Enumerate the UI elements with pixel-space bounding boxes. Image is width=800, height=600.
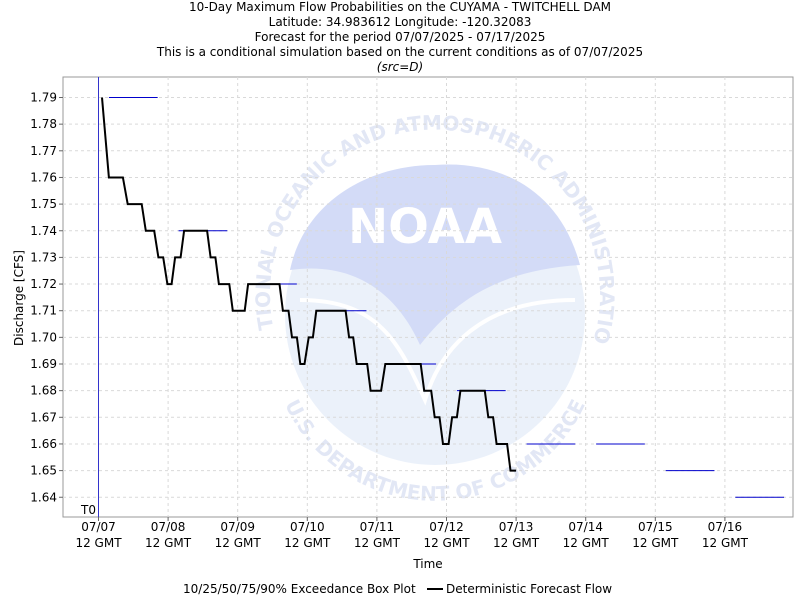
- x-tick-time-label: 12 GMT: [145, 536, 192, 550]
- y-axis: 1.64 1.65 1.66 1.67 1.68 1.69 1.70 1.71 1.72 1.73…: [30, 91, 63, 504]
- x-tick-date-label: 07/12: [429, 520, 464, 534]
- chart-subtitle-location: Latitude: 34.983612 Longitude: -120.3208…: [268, 15, 532, 29]
- t0-label: T0: [80, 503, 96, 517]
- chart-subtitle-period: Forecast for the period 07/07/2025 - 07/…: [254, 30, 546, 44]
- grid-lines: [63, 77, 793, 517]
- x-tick-time-label: 12 GMT: [423, 536, 470, 550]
- y-axis-title: Discharge [CFS]: [12, 250, 26, 346]
- x-axis-title: Time: [412, 557, 442, 571]
- y-tick-label: 1.66: [30, 437, 57, 451]
- forecast-flow-line: [101, 97, 517, 472]
- y-tick-label: 1.79: [30, 91, 57, 105]
- x-tick-time-label: 12 GMT: [284, 536, 331, 550]
- y-tick-label: 1.69: [30, 357, 57, 371]
- y-tick-label: 1.76: [30, 170, 57, 184]
- x-tick-time-label: 12 GMT: [632, 536, 679, 550]
- x-tick-time-label: 12 GMT: [215, 536, 262, 550]
- y-tick-label: 1.77: [30, 144, 57, 158]
- x-tick-date-label: 07/13: [499, 520, 534, 534]
- chart-subtitle-source: (src=D): [376, 60, 424, 74]
- x-tick-date-label: 07/15: [638, 520, 673, 534]
- x-tick-time-label: 12 GMT: [354, 536, 401, 550]
- y-tick-label: 1.73: [30, 250, 57, 264]
- x-tick-date-label: 07/09: [220, 520, 255, 534]
- x-tick-date-label: 07/10: [290, 520, 325, 534]
- x-tick-time-label: 12 GMT: [563, 536, 610, 550]
- chart-title-block: 10-Day Maximum Flow Probabilities on the…: [0, 0, 800, 75]
- x-tick-date-label: 07/08: [151, 520, 186, 534]
- legend-forecast-label: Deterministic Forecast Flow: [446, 582, 612, 596]
- y-tick-label: 1.70: [30, 330, 57, 344]
- chart-subtitle-conditions: This is a conditional simulation based o…: [156, 45, 644, 59]
- legend: 10/25/50/75/90% Exceedance Box Plot Dete…: [183, 582, 612, 596]
- y-tick-label: 1.78: [30, 117, 57, 131]
- chart-title: 10-Day Maximum Flow Probabilities on the…: [188, 0, 612, 14]
- y-tick-label: 1.72: [30, 277, 57, 291]
- x-tick-time-label: 12 GMT: [702, 536, 749, 550]
- y-tick-label: 1.75: [30, 197, 57, 211]
- legend-box-plot-label: 10/25/50/75/90% Exceedance Box Plot: [183, 582, 416, 596]
- x-tick-time-label: 12 GMT: [75, 536, 122, 550]
- y-tick-label: 1.64: [30, 490, 57, 504]
- x-tick-date-label: 07/07: [81, 520, 116, 534]
- x-tick-date-label: 07/11: [360, 520, 395, 534]
- x-tick-date-label: 07/16: [708, 520, 743, 534]
- x-tick-time-label: 12 GMT: [493, 536, 540, 550]
- y-tick-label: 1.74: [30, 224, 57, 238]
- y-tick-label: 1.71: [30, 304, 57, 318]
- y-tick-label: 1.68: [30, 384, 57, 398]
- y-tick-label: 1.67: [30, 410, 57, 424]
- x-axis: 07/07 12 GMT 07/08 12 GMT 07/09 12 GMT 07/10 12…: [75, 517, 749, 550]
- noaa-logo-text: NOAA: [348, 199, 502, 255]
- y-tick-label: 1.65: [30, 464, 57, 478]
- x-tick-date-label: 07/14: [568, 520, 603, 534]
